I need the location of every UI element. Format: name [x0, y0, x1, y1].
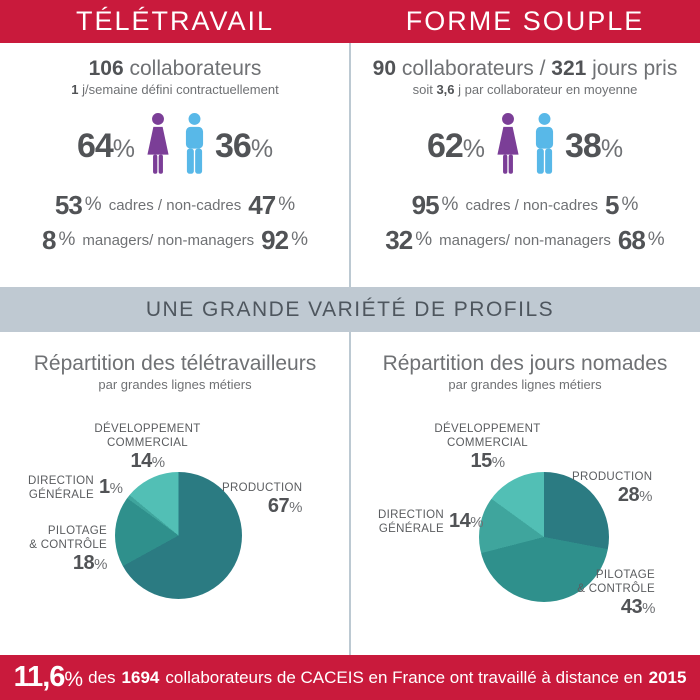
teletravail-column: 106 collaborateurs 1 j/semaine défini co… [0, 43, 350, 255]
right-pie-title: Répartition des jours nomades [382, 352, 668, 375]
teletravail-subline: 1 j/semaine défini contractuellement [0, 82, 350, 97]
profiles-band: UNE GRANDE VARIÉTÉ DE PROFILS [0, 287, 700, 332]
collaborators-count: 90 [372, 57, 396, 80]
pie2-label-pilotage-controle: PILOTAGE & CONTRÔLE 43% [577, 569, 655, 618]
footer-year: 2015 [648, 667, 687, 687]
collaborators-label: collaborateurs [129, 57, 262, 80]
top-banner [0, 0, 700, 43]
collaborators-label: collaborateurs / [401, 57, 546, 80]
female-icon [492, 113, 524, 179]
male-percentage: 38% [565, 126, 624, 165]
pie2-label-production: PRODUCTION 28% [572, 471, 653, 506]
days-taken-count: 321 [551, 57, 587, 80]
column-divider-bottom [349, 332, 351, 655]
cadres-split: 53% cadres / non-cadres 47% [54, 189, 296, 220]
female-icon [142, 113, 174, 179]
pie1-label-pilotage-controle: PILOTAGE & CONTRÔLE 18% [29, 525, 107, 574]
pie2-label-developpement-commercial: DÉVELOPPEMENT COMMERCIAL 15% [434, 423, 541, 472]
teletravail-gender-split: 64% 36% [0, 109, 350, 183]
footer-percentage: 11,6% [13, 661, 84, 693]
average-days: 3,6 [436, 82, 455, 97]
managers-split: 32% managers/ non-managers 68% [385, 224, 665, 255]
pie1-label-production: PRODUCTION 67% [222, 482, 303, 517]
female-percentage: 64% [76, 126, 135, 165]
nomad-days-pie-chart [479, 472, 609, 602]
teleworkers-pie-chart [115, 472, 242, 599]
column-divider-top [349, 43, 351, 287]
days-per-week: 1 [71, 82, 79, 97]
teletravail-headline: 106 collaborateurs [0, 57, 350, 81]
male-percentage: 36% [215, 126, 274, 165]
contract-note: j/semaine défini contractuellement [82, 82, 279, 97]
forme-souple-column: 90 collaborateurs / 321 jours pris soit … [350, 43, 700, 255]
pie1-label-direction-generale: DIRECTION GÉNÉRALE 1% [28, 475, 123, 501]
male-icon [531, 113, 558, 179]
forme-souple-gender-split: 62% 38% [350, 109, 700, 183]
pie1-label-developpement-commercial: DÉVELOPPEMENT COMMERCIAL 14% [94, 423, 201, 472]
footer-banner: 11,6% des 1694 collaborateurs de CACEIS … [0, 655, 700, 700]
teletravail-header: TÉLÉTRAVAIL [75, 6, 275, 36]
forme-souple-headline: 90 collaborateurs / 321 jours pris [350, 57, 700, 81]
managers-split: 8% managers/ non-managers 92% [42, 224, 308, 255]
days-taken-label: jours pris [592, 57, 678, 80]
total-collaborators: 1694 [121, 667, 160, 687]
left-pie-title: Répartition des télétravailleurs [33, 352, 317, 375]
cadres-split: 95% cadres / non-cadres 5% [411, 189, 639, 220]
collaborators-count: 106 [88, 57, 124, 80]
left-pie-subtitle: par grandes lignes métiers [98, 377, 252, 392]
male-icon [181, 113, 208, 179]
forme-souple-subline: soit 3,6 j par collaborateur en moyenne [412, 82, 638, 97]
right-pie-subtitle: par grandes lignes métiers [448, 377, 602, 392]
pie2-label-direction-generale: DIRECTION GÉNÉRALE 14% [378, 509, 484, 535]
forme-souple-header: FORME SOUPLE [405, 6, 645, 36]
female-percentage: 62% [426, 126, 485, 165]
